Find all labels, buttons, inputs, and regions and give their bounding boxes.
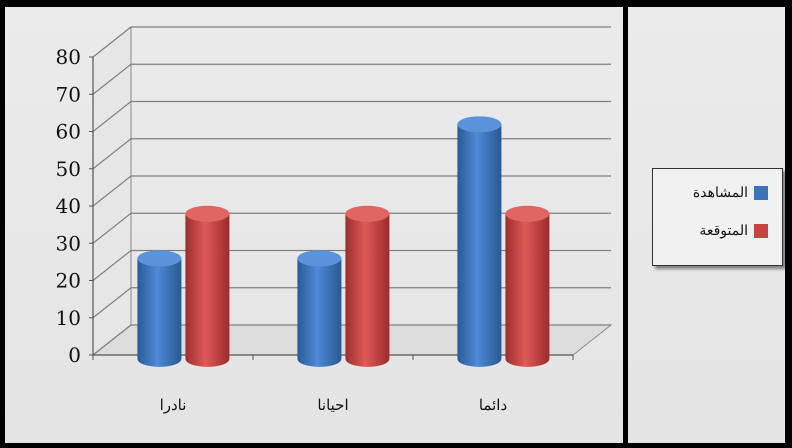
legend-item-observed: المشاهدة: [653, 179, 782, 207]
legend-item-expected: المتوقعة: [653, 217, 782, 245]
legend-swatch-observed: [754, 186, 768, 200]
gridline-diagonal: [92, 101, 132, 132]
gridline-diagonal: [92, 212, 132, 244]
gridline-diagonal: [92, 250, 132, 281]
bar: [345, 205, 390, 367]
y-tick-label: 50: [56, 157, 81, 181]
y-tick-label: 0: [68, 343, 81, 367]
y-tick-label: 40: [56, 194, 81, 218]
gridline-diagonal: [92, 287, 132, 319]
bar: [297, 250, 342, 367]
legend: المشاهدة المتوقعة: [652, 168, 783, 266]
x-tick-label: نادرا: [160, 396, 187, 414]
legend-label-observed: المشاهدة: [692, 185, 748, 201]
y-tick-label: 60: [56, 120, 81, 144]
gridline-diagonal: [92, 138, 132, 170]
legend-swatch-expected: [754, 224, 768, 238]
legend-label-expected: المتوقعة: [699, 223, 748, 239]
y-tick-label: 20: [56, 269, 81, 293]
y-tick-label: 10: [56, 306, 81, 330]
y-tick-label: 70: [56, 82, 81, 106]
gridline-diagonal: [92, 63, 132, 95]
bar: [185, 205, 230, 367]
gridline-diagonal: [92, 175, 132, 207]
bar: [457, 116, 502, 367]
gridline-diagonal: [92, 26, 132, 58]
bar: [505, 205, 550, 367]
bar: [137, 250, 182, 367]
x-tick-label: احيانا: [317, 396, 348, 414]
y-tick-label: 80: [56, 45, 81, 69]
gridline-diagonal: [92, 324, 132, 356]
x-tick-label: دائما: [479, 396, 507, 414]
y-tick-label: 30: [56, 231, 81, 255]
